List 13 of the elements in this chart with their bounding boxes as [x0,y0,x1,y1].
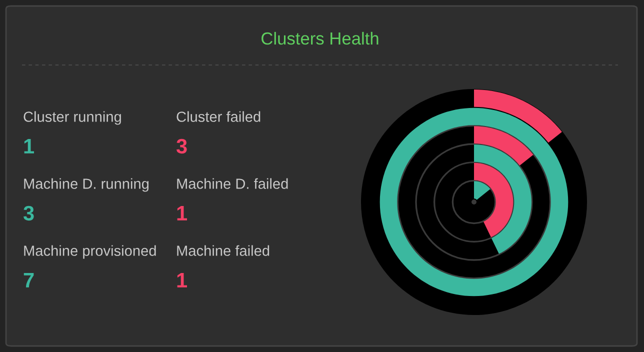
text: Clusters Health [262,32,378,45]
category-label: Cluster running [24,111,121,125]
data-label: 1 [177,206,188,220]
category-label: Machine D. running [24,178,149,192]
data-label: 1 [177,273,188,288]
category-label: Cluster failed [176,111,260,122]
data-label: 3 [176,138,187,154]
data-label: 7 [24,273,34,288]
category-label: Machine provisioned [24,245,156,259]
category-label: Machine failed [177,245,270,256]
data-label: 1 [24,139,34,154]
category-label: Machine D. failed [177,178,288,189]
data-label: 3 [23,206,34,221]
